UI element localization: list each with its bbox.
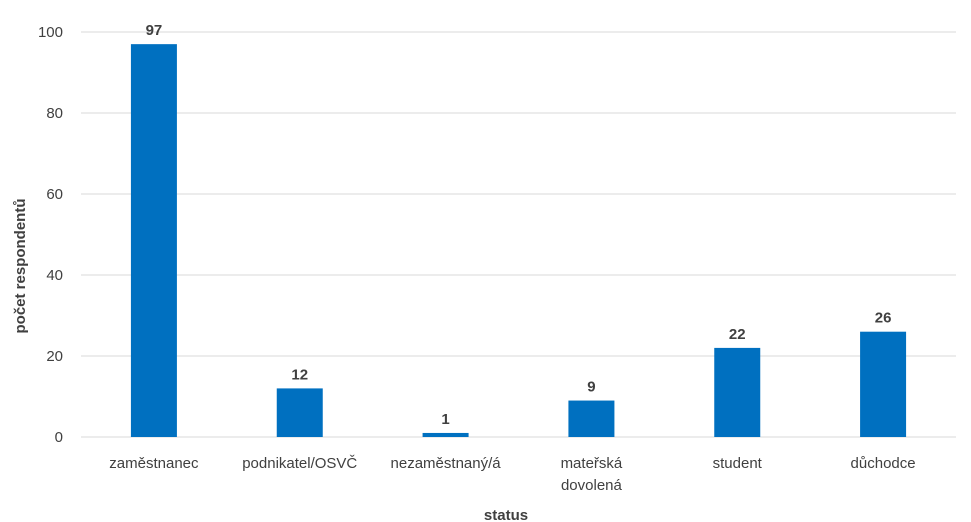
x-axis-title: status (484, 507, 528, 522)
x-tick-label-3: mateřská dovolená (561, 455, 623, 494)
data-label-1: 12 (291, 366, 308, 383)
x-axis-ticks: zaměstnanec podnikatel/OSVČ nezaměstnaný/á… (109, 455, 915, 494)
data-labels: 97 12 1 9 22 26 (146, 22, 892, 428)
x-tick-label-4: student (713, 455, 763, 472)
data-label-0: 97 (146, 22, 163, 39)
bar-0 (130, 44, 177, 438)
y-tick-label-60: 60 (46, 186, 63, 203)
y-tick-label-100: 100 (38, 24, 63, 41)
bar-1 (276, 388, 323, 437)
bars (130, 44, 907, 438)
y-axis-title: počet respondentů (12, 198, 29, 333)
bar-3 (568, 400, 615, 437)
y-axis-ticks: 0 20 40 60 80 100 (38, 24, 63, 446)
y-tick-label-40: 40 (46, 267, 63, 284)
y-tick-label-80: 80 (46, 105, 63, 122)
x-tick-label-0: zaměstnanec (109, 455, 199, 472)
bar-5 (860, 331, 907, 437)
data-label-3: 9 (587, 379, 595, 396)
bar-4 (714, 347, 761, 437)
y-tick-label-0: 0 (55, 429, 63, 446)
x-tick-label-2: nezaměstnaný/á (391, 455, 502, 472)
data-label-4: 22 (729, 326, 746, 343)
gridlines (81, 31, 956, 438)
x-tick-label-1: podnikatel/OSVČ (242, 455, 357, 472)
y-tick-label-20: 20 (46, 348, 63, 365)
data-label-2: 1 (441, 411, 449, 428)
x-tick-label-5: důchodce (851, 455, 916, 472)
data-label-5: 26 (875, 310, 892, 327)
bar-2 (422, 432, 469, 437)
